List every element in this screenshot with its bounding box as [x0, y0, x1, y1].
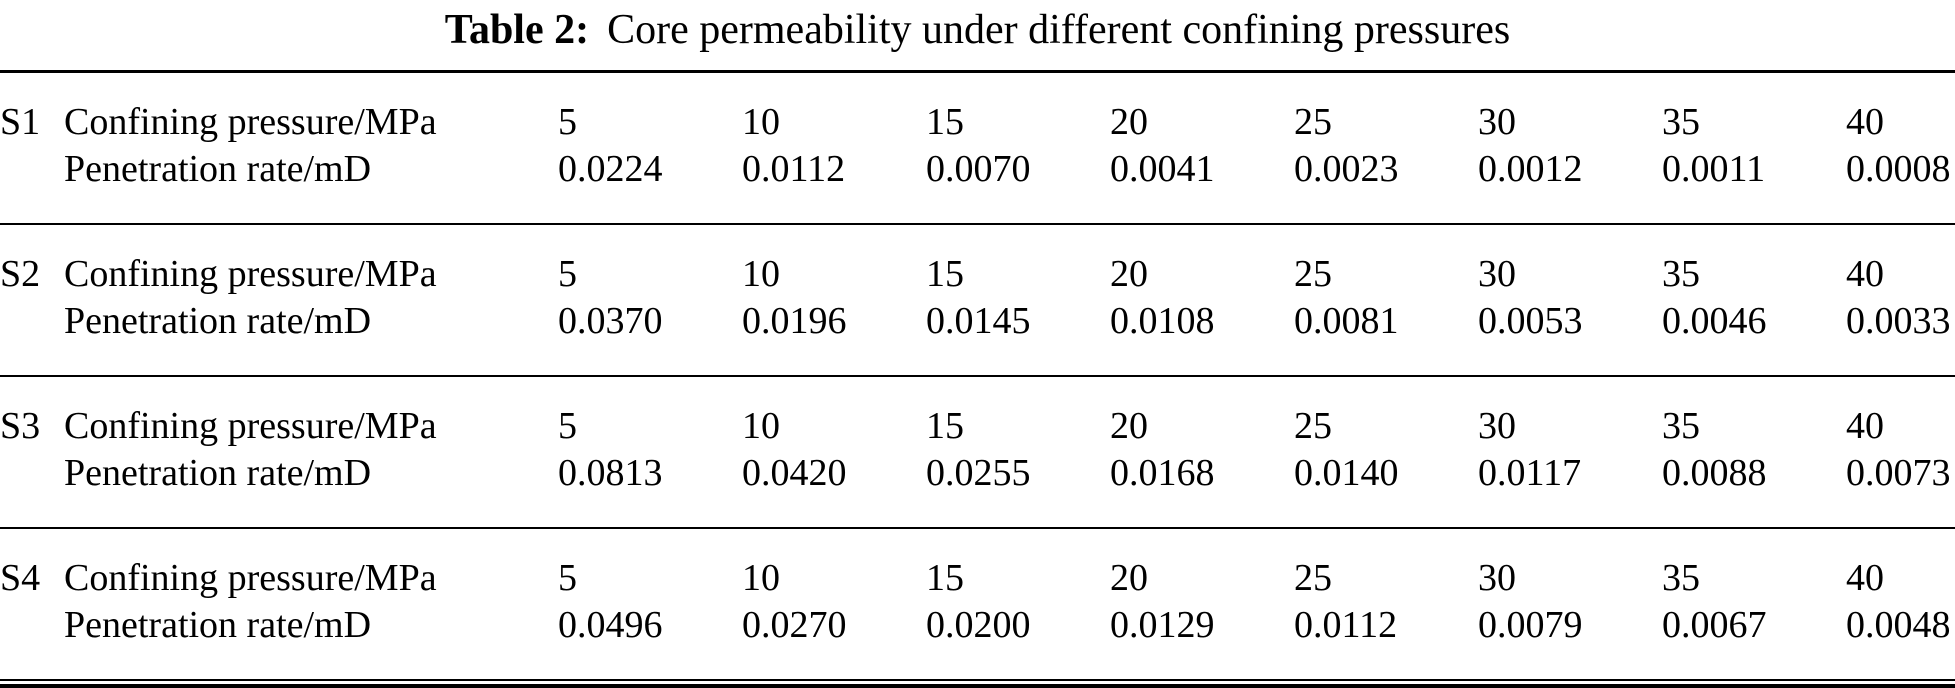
pressure-value: 30 — [1478, 101, 1516, 143]
rate-value: 0.0117 — [1478, 452, 1582, 494]
rate-row: Penetration rate/mD 0.0496 0.0270 0.0200… — [0, 602, 1955, 679]
rate-value: 0.0088 — [1662, 452, 1767, 494]
rate-value: 0.0012 — [1478, 148, 1583, 190]
pressure-value: 40 — [1846, 253, 1884, 295]
pressure-value: 5 — [558, 253, 577, 295]
pressure-value: 20 — [1110, 253, 1148, 295]
rate-value: 0.0053 — [1478, 300, 1583, 342]
table-group-s1: S1 Confining pressure/MPa 5 10 15 20 25 … — [0, 72, 1955, 225]
sample-label: S1 — [0, 101, 41, 143]
rate-value: 0.0033 — [1846, 300, 1951, 342]
table-bottom-rule — [0, 679, 1955, 688]
row-label-pressure: Confining pressure/MPa — [64, 101, 437, 143]
rate-row: Penetration rate/mD 0.0370 0.0196 0.0145… — [0, 298, 1955, 376]
table-caption-text: Core permeability under different confin… — [607, 7, 1511, 53]
rate-value: 0.0112 — [1294, 604, 1398, 646]
row-label-rate: Penetration rate/mD — [64, 452, 372, 494]
rate-value: 0.0496 — [558, 604, 663, 646]
pressure-value: 35 — [1662, 405, 1700, 447]
rate-value: 0.0081 — [1294, 300, 1399, 342]
pressure-value: 25 — [1294, 253, 1332, 295]
pressure-value: 30 — [1478, 253, 1516, 295]
pressure-value: 10 — [742, 405, 780, 447]
pressure-value: 15 — [926, 253, 964, 295]
pressure-value: 25 — [1294, 557, 1332, 599]
pressure-value: 20 — [1110, 101, 1148, 143]
row-label-rate: Penetration rate/mD — [64, 148, 372, 190]
pressure-row: S4 Confining pressure/MPa 5 10 15 20 25 … — [0, 528, 1955, 602]
rate-value: 0.0145 — [926, 300, 1031, 342]
sample-label: S2 — [0, 253, 41, 295]
pressure-value: 20 — [1110, 405, 1148, 447]
pressure-value: 35 — [1662, 101, 1700, 143]
pressure-value: 40 — [1846, 405, 1884, 447]
rate-value: 0.0168 — [1110, 452, 1215, 494]
pressure-row: S2 Confining pressure/MPa 5 10 15 20 25 … — [0, 224, 1955, 298]
pressure-value: 30 — [1478, 405, 1516, 447]
rate-value: 0.0070 — [926, 148, 1031, 190]
permeability-table: S1 Confining pressure/MPa 5 10 15 20 25 … — [0, 70, 1955, 679]
rate-value: 0.0196 — [742, 300, 847, 342]
row-label-pressure: Confining pressure/MPa — [64, 405, 437, 447]
pressure-value: 10 — [742, 253, 780, 295]
rate-value: 0.0041 — [1110, 148, 1215, 190]
sample-label: S3 — [0, 405, 41, 447]
rate-value: 0.0046 — [1662, 300, 1767, 342]
pressure-value: 20 — [1110, 557, 1148, 599]
rate-value: 0.0224 — [558, 148, 663, 190]
rate-value: 0.0129 — [1110, 604, 1215, 646]
rate-value: 0.0270 — [742, 604, 847, 646]
row-label-rate: Penetration rate/mD — [64, 604, 372, 646]
pressure-value: 25 — [1294, 405, 1332, 447]
pressure-value: 5 — [558, 557, 577, 599]
rate-value: 0.0067 — [1662, 604, 1767, 646]
rate-value: 0.0370 — [558, 300, 663, 342]
row-label-pressure: Confining pressure/MPa — [64, 253, 437, 295]
rate-value: 0.0813 — [558, 452, 663, 494]
pressure-row: S3 Confining pressure/MPa 5 10 15 20 25 … — [0, 376, 1955, 450]
rate-value: 0.0048 — [1846, 604, 1951, 646]
pressure-value: 40 — [1846, 101, 1884, 143]
rate-value: 0.0140 — [1294, 452, 1399, 494]
pressure-value: 10 — [742, 557, 780, 599]
rate-value: 0.0108 — [1110, 300, 1215, 342]
table-caption: Table 2: Core permeability under differen… — [0, 0, 1955, 52]
pressure-value: 5 — [558, 101, 577, 143]
rate-value: 0.0112 — [742, 148, 846, 190]
rate-value: 0.0079 — [1478, 604, 1583, 646]
pressure-value: 35 — [1662, 253, 1700, 295]
rate-value: 0.0023 — [1294, 148, 1399, 190]
rate-row: Penetration rate/mD 0.0224 0.0112 0.0070… — [0, 146, 1955, 224]
table-group-s2: S2 Confining pressure/MPa 5 10 15 20 25 … — [0, 224, 1955, 376]
rate-row: Penetration rate/mD 0.0813 0.0420 0.0255… — [0, 450, 1955, 528]
table-caption-number: Table 2: — [444, 7, 590, 53]
pressure-value: 15 — [926, 101, 964, 143]
pressure-value: 10 — [742, 101, 780, 143]
rate-value: 0.0255 — [926, 452, 1031, 494]
pressure-value: 15 — [926, 405, 964, 447]
pressure-value: 15 — [926, 557, 964, 599]
rate-value: 0.0200 — [926, 604, 1031, 646]
pressure-value: 5 — [558, 405, 577, 447]
table-group-s4: S4 Confining pressure/MPa 5 10 15 20 25 … — [0, 528, 1955, 679]
rate-value: 0.0073 — [1846, 452, 1951, 494]
sample-label: S4 — [0, 557, 41, 599]
row-label-pressure: Confining pressure/MPa — [64, 557, 437, 599]
rate-value: 0.0011 — [1662, 148, 1766, 190]
rate-value: 0.0008 — [1846, 148, 1951, 190]
pressure-value: 25 — [1294, 101, 1332, 143]
pressure-value: 30 — [1478, 557, 1516, 599]
row-label-rate: Penetration rate/mD — [64, 300, 372, 342]
rate-value: 0.0420 — [742, 452, 847, 494]
pressure-value: 40 — [1846, 557, 1884, 599]
table-group-s3: S3 Confining pressure/MPa 5 10 15 20 25 … — [0, 376, 1955, 528]
pressure-value: 35 — [1662, 557, 1700, 599]
pressure-row: S1 Confining pressure/MPa 5 10 15 20 25 … — [0, 72, 1955, 147]
